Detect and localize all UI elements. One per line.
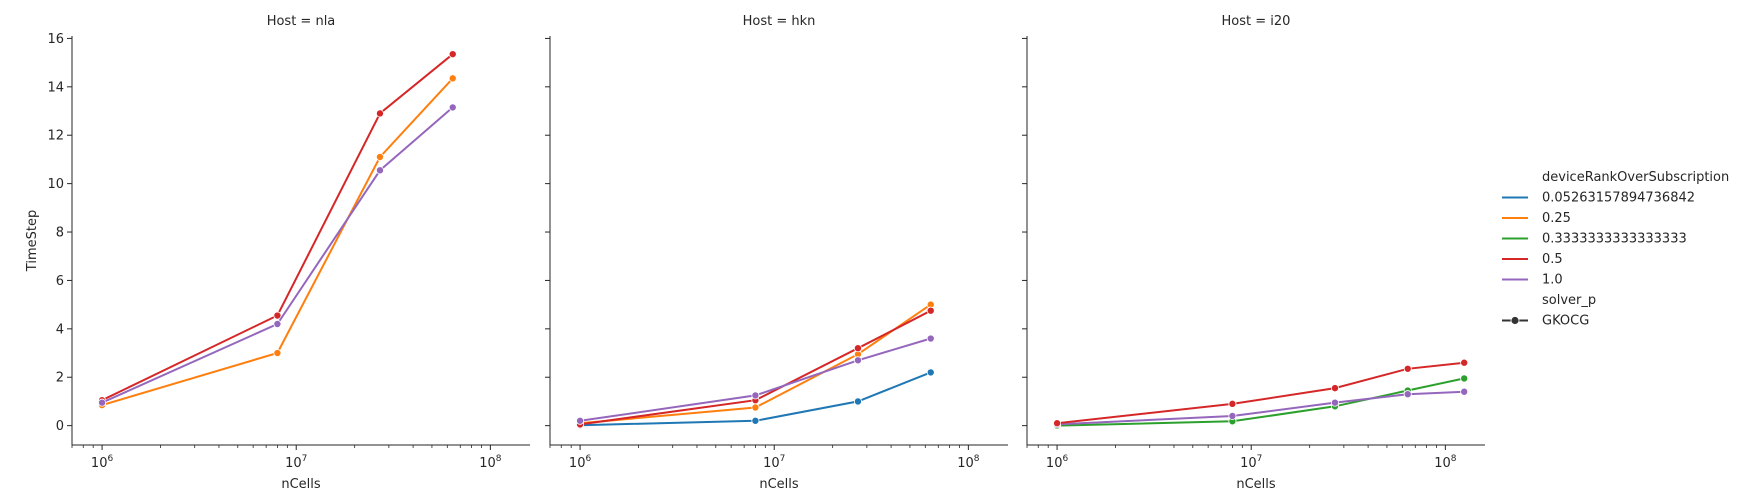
data-point: [448, 103, 457, 112]
x-tick-label: 107: [285, 454, 307, 471]
data-point: [1460, 387, 1469, 396]
panel-title: Host = i20: [1222, 14, 1291, 29]
data-point: [853, 344, 862, 353]
x-axis-label: nCells: [281, 477, 321, 492]
data-point: [751, 391, 760, 400]
y-tick-label: 6: [56, 274, 64, 289]
panel-3: Host = i20 106 107 108 nCells: [1022, 14, 1485, 492]
x-tick-label: 106: [569, 454, 592, 471]
legend-label: 0.25: [1542, 211, 1571, 226]
y-tick-label: 2: [56, 371, 64, 386]
data-point: [1228, 399, 1237, 408]
data-point: [1460, 374, 1469, 383]
data-point: [1403, 364, 1412, 373]
legend-label: GKOCG: [1542, 314, 1589, 329]
series-line: [101, 77, 454, 407]
data-point: [751, 403, 760, 412]
panel-title: Host = hkn: [743, 14, 816, 29]
data-point: [1403, 390, 1412, 399]
y-tick-label: 16: [47, 32, 64, 47]
data-point: [1053, 419, 1062, 428]
series-line: [1057, 377, 1465, 427]
series-line: [101, 106, 454, 404]
x-tick-label: 107: [1240, 454, 1262, 471]
x-axis-label: nCells: [1236, 477, 1276, 492]
legend-title: solver_p: [1542, 293, 1596, 308]
series-line: [1056, 361, 1465, 425]
data-point: [576, 416, 585, 425]
y-tick-label: 12: [47, 129, 64, 144]
x-tick-label: 107: [763, 454, 785, 471]
y-tick-label: 8: [56, 226, 64, 241]
data-point: [751, 416, 760, 425]
data-point: [926, 306, 935, 315]
x-tick-label: 108: [479, 454, 502, 471]
legend-label: 0.3333333333333333: [1542, 232, 1687, 247]
y-tick-label: 10: [47, 177, 64, 192]
series-line: [579, 337, 931, 422]
data-point: [853, 397, 862, 406]
data-point: [375, 153, 384, 162]
data-point: [448, 50, 457, 59]
x-tick-label: 106: [91, 454, 114, 471]
y-axis-label: TimeStep: [25, 210, 40, 272]
x-tick-label: 106: [1046, 454, 1069, 471]
data-point: [375, 109, 384, 118]
data-point: [273, 311, 282, 320]
x-tick-label: 108: [957, 454, 980, 471]
panel-1: Host = nla 0 2 4 6 8 10 12 14 16 106 107 108 nCells Ti…: [25, 14, 530, 492]
y-tick-label: 0: [56, 419, 64, 434]
data-point: [448, 74, 457, 83]
x-tick-label: 108: [1434, 454, 1457, 471]
x-axis-label: nCells: [759, 477, 799, 492]
y-tick-label: 4: [56, 322, 64, 337]
data-point: [98, 398, 107, 407]
data-point: [273, 319, 282, 328]
legend-title: deviceRankOverSubscription: [1542, 170, 1729, 185]
data-point: [926, 334, 935, 343]
data-point: [1460, 358, 1469, 367]
panel-title: Host = nla: [267, 14, 336, 29]
series-line: [101, 53, 454, 402]
legend-label: 1.0: [1542, 273, 1563, 288]
data-point: [375, 166, 384, 175]
data-point: [273, 349, 282, 358]
data-point: [1228, 411, 1237, 420]
data-point: [926, 368, 935, 377]
legend-marker: [1510, 316, 1520, 325]
data-point: [853, 356, 862, 365]
data-point: [1330, 384, 1339, 393]
legend-label: 0.5: [1542, 252, 1563, 267]
series-line: [580, 371, 932, 427]
series-line: [1057, 390, 1465, 426]
y-tick-label: 14: [47, 80, 64, 95]
data-point: [1330, 398, 1339, 407]
legend: deviceRankOverSubscription 0.052631578947…: [1502, 170, 1729, 329]
series-line: [579, 309, 932, 426]
legend-label: 0.05263157894736842: [1542, 191, 1695, 206]
panel-2: Host = hkn 106 107 108 nCells: [545, 14, 1008, 492]
